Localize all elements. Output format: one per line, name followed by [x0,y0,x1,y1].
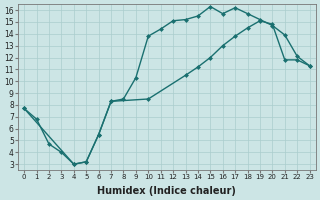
X-axis label: Humidex (Indice chaleur): Humidex (Indice chaleur) [98,186,236,196]
